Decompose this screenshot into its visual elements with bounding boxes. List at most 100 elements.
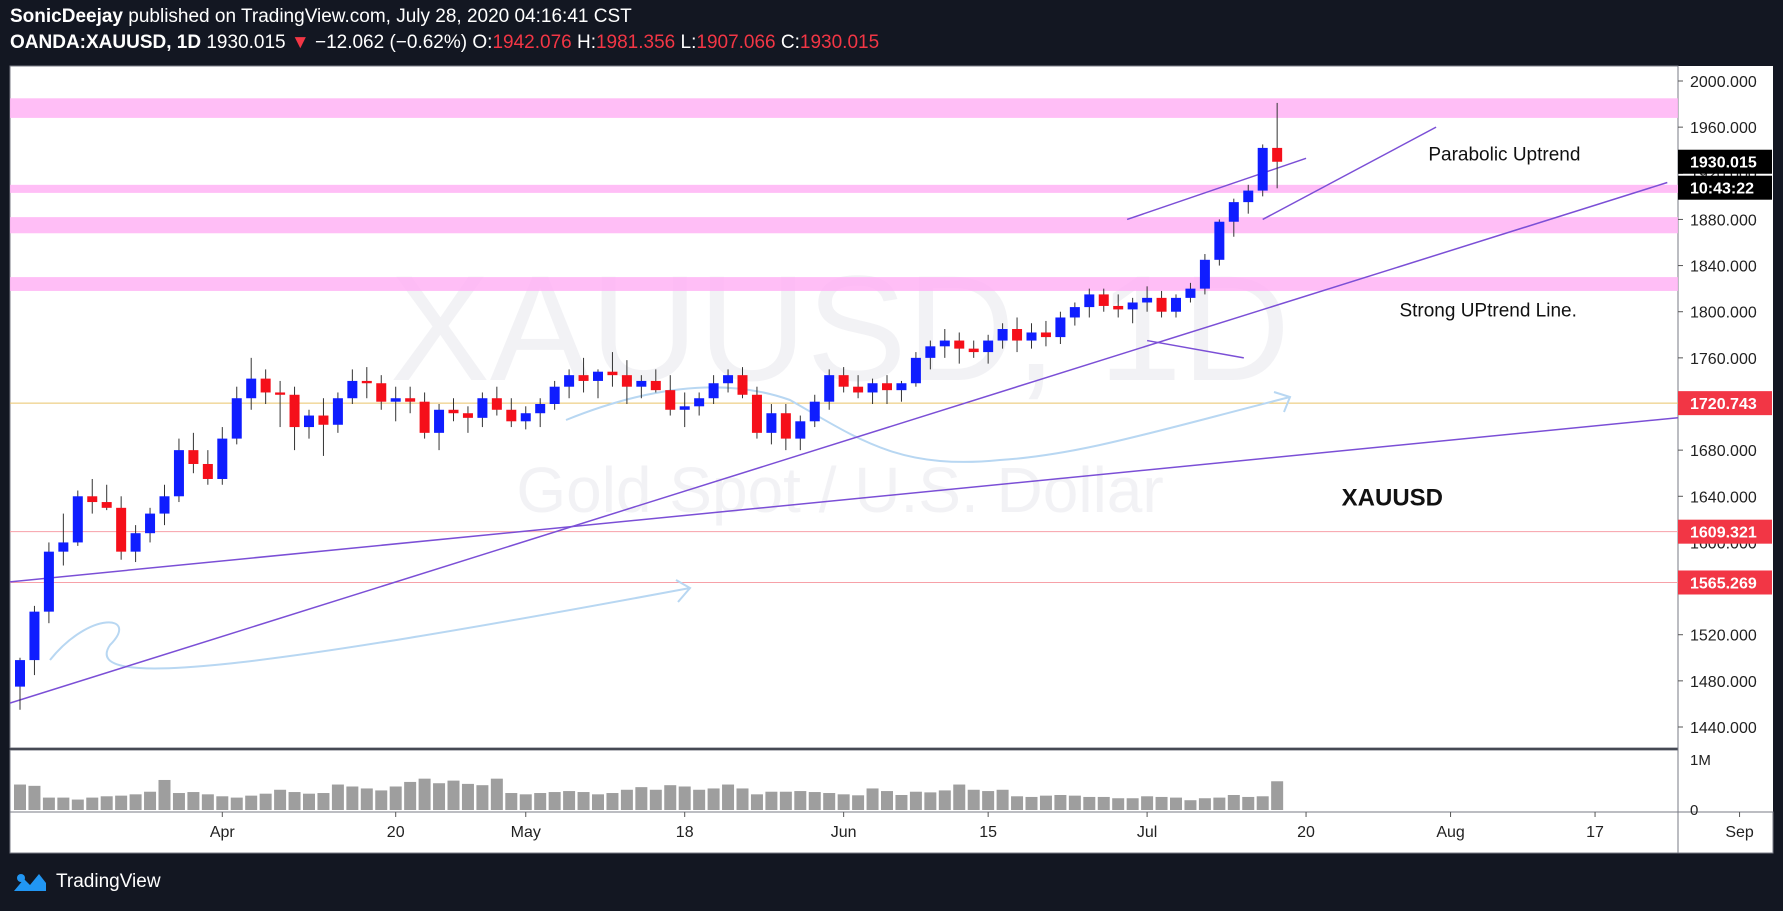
candle <box>679 406 690 410</box>
candle <box>708 383 719 399</box>
trend-line <box>10 416 1678 583</box>
volume-bar <box>1083 796 1096 810</box>
x-tick-label: Aug <box>1436 824 1464 841</box>
candle <box>1257 147 1268 191</box>
candle <box>925 346 936 358</box>
x-tick-label: 15 <box>979 824 997 841</box>
volume-bar <box>1054 794 1067 810</box>
trend-line <box>1126 157 1307 221</box>
open-value: 1942.076 <box>492 32 572 53</box>
resistance-zone <box>10 98 1678 118</box>
volume-bar <box>678 786 691 810</box>
high-value: 1981.356 <box>595 32 676 53</box>
volume-bar <box>1242 796 1255 810</box>
volume-bar <box>895 794 908 810</box>
volume-bar <box>57 797 70 810</box>
volume-bar <box>447 780 460 810</box>
volume-bar <box>201 794 214 810</box>
x-tick-label: Jul <box>1137 824 1157 841</box>
x-tick-label: 18 <box>676 824 694 841</box>
candle <box>376 383 387 402</box>
volume-bar <box>1155 796 1168 810</box>
candle <box>838 375 849 387</box>
trend-line <box>10 181 1668 704</box>
high-label: H: <box>576 32 596 53</box>
candle <box>751 394 762 433</box>
volume-tick-label: 0 <box>1690 802 1698 819</box>
volume-bar <box>274 789 287 810</box>
candle <box>217 438 228 479</box>
y-tick-label: 1840.000 <box>1690 259 1757 276</box>
open-label: O: <box>472 32 493 53</box>
x-tick-label: Apr <box>210 824 236 841</box>
volume-bar <box>736 788 749 810</box>
volume-bar <box>245 795 258 810</box>
brand-name: TradingView <box>56 871 161 892</box>
candle <box>853 386 864 393</box>
volume-bar <box>823 793 836 810</box>
close-value: 1930.015 <box>799 32 880 53</box>
price-label-text: 1930.015 <box>1690 155 1757 172</box>
last-price: 1930.015 <box>206 32 286 53</box>
price-label-box <box>1678 519 1772 544</box>
volume-bar <box>1126 798 1139 810</box>
resistance-zone <box>10 217 1678 234</box>
candle <box>390 398 401 402</box>
volume-bar <box>722 784 735 810</box>
candle <box>1199 259 1210 289</box>
candle <box>289 394 300 428</box>
volume-bar <box>938 790 951 810</box>
y-tick-label: 1800.000 <box>1690 305 1757 322</box>
volume-bar <box>404 781 417 810</box>
candle <box>795 421 806 439</box>
y-tick-label: 1760.000 <box>1690 351 1757 368</box>
pennant-line <box>1146 339 1244 359</box>
candle <box>1069 307 1080 318</box>
volume-bar <box>433 783 446 810</box>
volume-bar <box>1011 796 1024 810</box>
volume-bar <box>635 787 648 810</box>
candle <box>549 386 560 404</box>
candle <box>997 329 1008 341</box>
volume-bar <box>1256 796 1269 810</box>
volume-bar <box>592 794 604 810</box>
volume-bar <box>1068 795 1081 810</box>
candle <box>939 340 950 347</box>
candle <box>1055 317 1066 338</box>
volume-bar <box>1213 797 1226 810</box>
candle <box>910 357 921 384</box>
candle <box>231 398 242 439</box>
candle <box>275 392 286 395</box>
candle <box>737 375 748 395</box>
chart-header-line2: OANDA:XAUUSD, 1D 1930.015 ▼ −12.062 (−0.… <box>10 32 879 54</box>
volume-bar <box>144 791 157 810</box>
volume-bar <box>794 791 807 810</box>
candle <box>58 542 69 552</box>
volume-tick-label: 1M <box>1690 752 1711 769</box>
footer-brand[interactable]: TradingView <box>12 871 161 893</box>
price-label-box <box>1678 570 1772 595</box>
candle <box>159 496 170 514</box>
y-tick-label: 1640.000 <box>1690 489 1757 506</box>
candle <box>29 611 40 661</box>
volume-bar <box>505 793 518 810</box>
candle <box>1012 329 1023 341</box>
time-axis <box>9 811 1774 854</box>
candle <box>304 415 314 428</box>
price-label-text: 1565.269 <box>1690 575 1757 592</box>
candle <box>723 375 734 384</box>
candle <box>954 340 965 349</box>
candle <box>1098 294 1109 306</box>
candle <box>1214 221 1225 260</box>
candle <box>1156 297 1167 312</box>
volume-bar <box>534 793 547 810</box>
volume-bar <box>1198 798 1211 810</box>
author-name[interactable]: SonicDeejay <box>10 6 123 27</box>
candle <box>1084 294 1095 308</box>
volume-bar <box>982 791 995 810</box>
volume-bar <box>216 796 229 810</box>
volume-bar <box>909 791 922 810</box>
chart-annotation: Parabolic Uptrend <box>1428 145 1580 166</box>
candle <box>896 383 907 391</box>
